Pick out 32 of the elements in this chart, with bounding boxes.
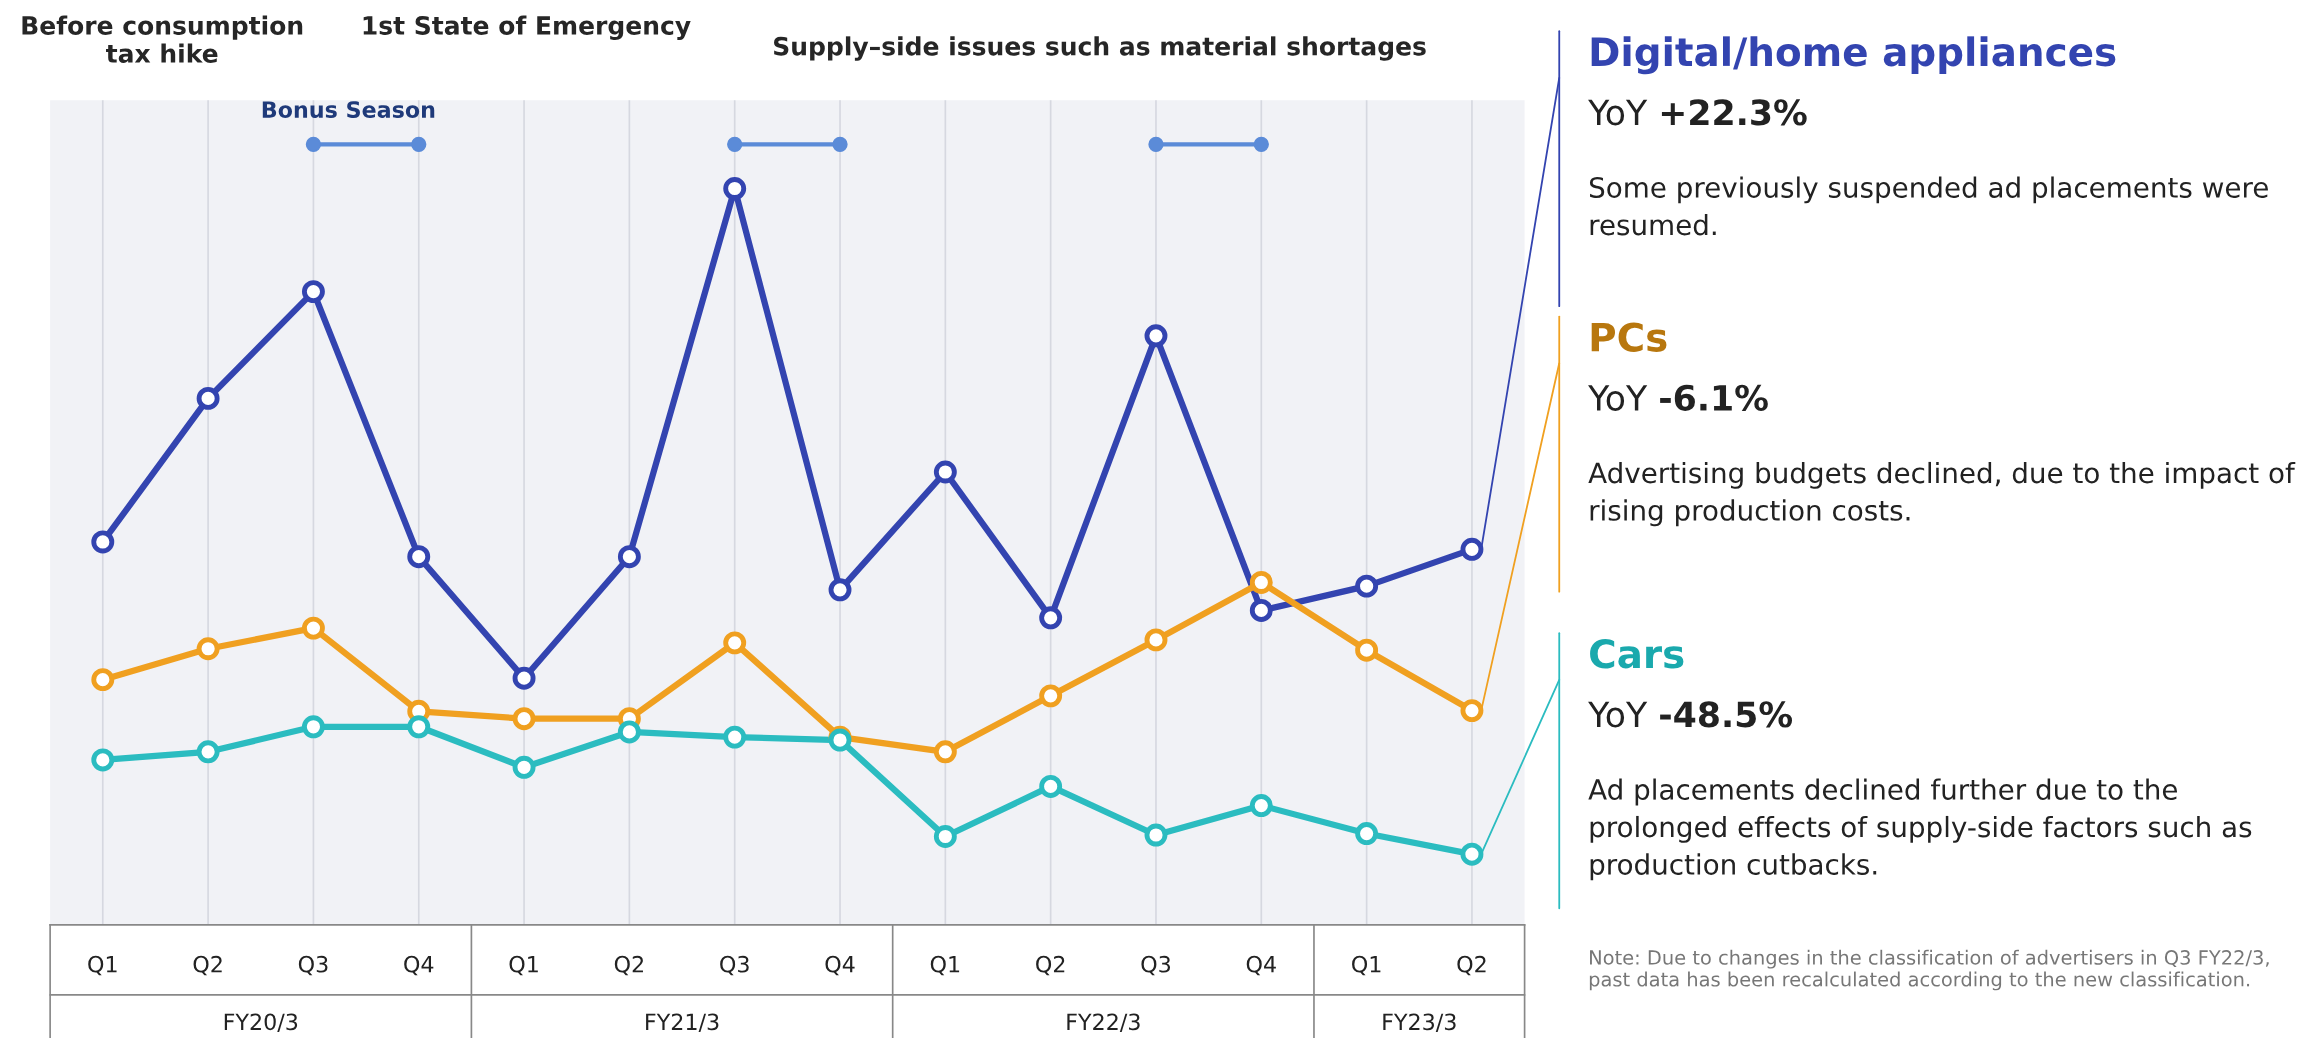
text: YoY -48.5% (1588, 701, 1793, 728)
x-tick-label: Q2 (1457, 955, 1486, 976)
x-tick-label: Q4 (825, 955, 855, 976)
x-tick-label: Q3 (298, 955, 328, 976)
x-tick-label: Q2 (1036, 955, 1065, 976)
text: FY21/3 (646, 1013, 719, 1033)
x-tick-label: Q1 (1352, 955, 1381, 976)
text: YoY -6.1% (1588, 384, 1768, 411)
x-tick-label: Q1 (509, 955, 538, 976)
text: 1st State of Emergency (363, 15, 691, 40)
text: FY23/3 (1383, 1013, 1456, 1033)
x-tick-label: Q2 (193, 955, 222, 976)
text: Digital/home appliances (1591, 36, 2116, 75)
text: Supply–side issues such as material shortages (774, 36, 1426, 61)
text: FY20/3 (224, 1013, 298, 1033)
text: FY22/3 (1067, 1013, 1140, 1033)
text: YoY +22.3% (1588, 99, 1807, 126)
x-tick-label: Q1 (88, 955, 117, 976)
text: Ad placements declined further due to the prolonged effects of supply-side factors such as production cutbacks. (1588, 778, 2252, 881)
text: PCs (1591, 322, 1667, 352)
x-tick-label: Q3 (1141, 955, 1171, 976)
text: Note: Due to changes in the classification of advertisers in Q3 FY22/3, past data has been recalculated according to the new classification. (1589, 949, 2269, 991)
x-tick-label: Q1 (930, 955, 960, 976)
x-tick-label: Q4 (404, 955, 434, 976)
x-tick-label: Q3 (720, 955, 749, 976)
text: Cars (1590, 639, 1684, 669)
x-tick-label: Q4 (1246, 955, 1276, 976)
text: Some previously suspended ad placements were resumed. (1589, 176, 2268, 236)
text: Before consumption tax hike (22, 15, 303, 63)
x-tick-label: Q2 (614, 955, 643, 976)
text: Advertising budgets declined, due to the impact of rising production costs. (1588, 461, 2296, 527)
text: Bonus Season (262, 101, 435, 118)
